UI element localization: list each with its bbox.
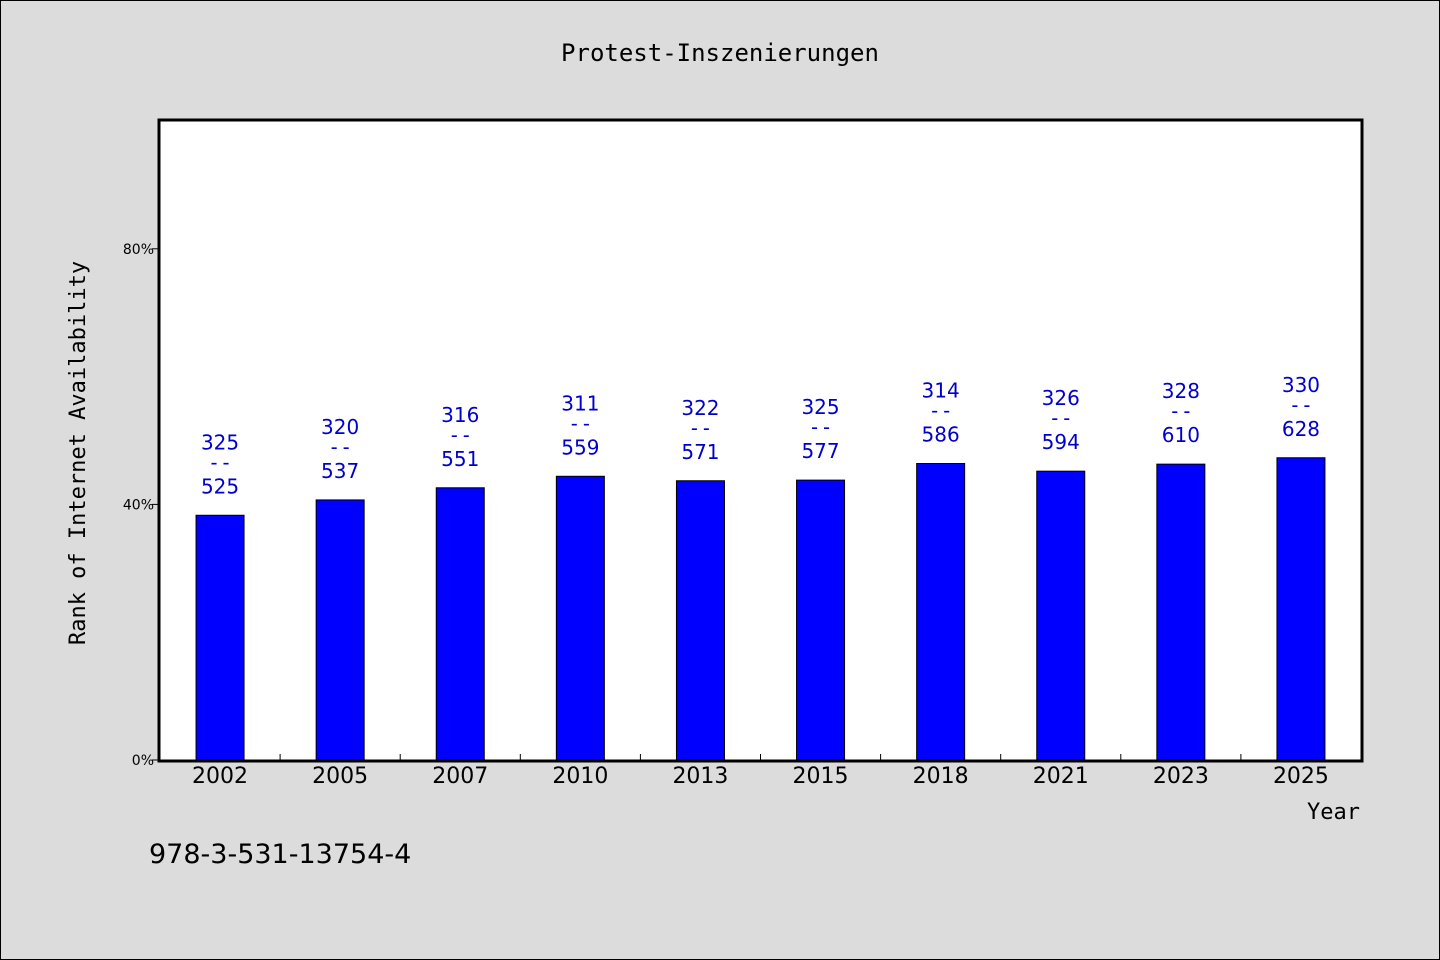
- y-tick-label: 80%: [123, 242, 154, 258]
- y-tick-label: 0%: [132, 753, 154, 769]
- bar-label-separator: --: [1289, 393, 1313, 417]
- bar-label-separator: --: [929, 399, 953, 423]
- x-tick-label: 2013: [672, 764, 728, 789]
- bar-label-separator: --: [688, 416, 712, 440]
- x-axis-label: Year: [1307, 800, 1360, 825]
- x-tick-label: 2025: [1273, 764, 1329, 789]
- x-tick-label: 2005: [312, 764, 368, 789]
- bar-label-bottom: 594: [1042, 430, 1080, 454]
- bar: [1156, 463, 1206, 761]
- bar-label-separator: --: [1169, 399, 1193, 423]
- x-tick-label: 2018: [913, 764, 969, 789]
- y-axis-ticks: 0% 40% 80%: [123, 242, 160, 769]
- y-axis-label: Rank of Internet Availability: [66, 261, 91, 645]
- x-axis-ticks: 2002 2005 2007 2010 2013 2015 2018 2021 2023 2025: [192, 754, 1329, 789]
- bar-label-bottom: 571: [681, 440, 719, 464]
- bar-label-separator: --: [208, 450, 232, 474]
- bar-label-top: 320: [321, 415, 359, 439]
- bar-label-bottom: 559: [561, 435, 599, 459]
- bar-label-separator: --: [1049, 406, 1073, 430]
- bar: [675, 480, 725, 761]
- x-tick-label: 2007: [432, 764, 488, 789]
- bar-label-bottom: 551: [441, 447, 479, 471]
- x-tick-label: 2015: [793, 764, 849, 789]
- x-tick-label: 2010: [552, 764, 608, 789]
- bar-label-separator: --: [448, 423, 472, 447]
- bar: [1276, 457, 1326, 761]
- bar-label-top: 330: [1282, 373, 1320, 397]
- y-tick-label: 40%: [123, 497, 154, 513]
- bar-label-top: 314: [922, 379, 960, 403]
- bar-label-top: 325: [201, 430, 239, 454]
- bar-label-bottom: 586: [922, 423, 960, 447]
- bar: [315, 499, 365, 761]
- bar: [195, 514, 245, 761]
- bar-label-separator: --: [328, 435, 352, 459]
- bar-label-bottom: 577: [801, 439, 839, 463]
- bar-label-bottom: 610: [1162, 423, 1200, 447]
- bar-label-top: 325: [801, 395, 839, 419]
- x-tick-label: 2021: [1033, 764, 1089, 789]
- bar-label-top: 322: [681, 396, 719, 420]
- bar-label-bottom: 525: [201, 474, 239, 498]
- bar-label-separator: --: [809, 415, 833, 439]
- data-labels: 325--525320--537316--551311--559322--571…: [201, 373, 1320, 499]
- bar-label-bottom: 537: [321, 459, 359, 483]
- bar-label-top: 311: [561, 391, 599, 415]
- bar-label-top: 326: [1042, 386, 1080, 410]
- bar-label-separator: --: [568, 411, 592, 435]
- bar: [1036, 470, 1086, 761]
- bar: [555, 475, 605, 761]
- bars-layer: [195, 457, 1326, 761]
- bar-label-top: 328: [1162, 379, 1200, 403]
- bar: [435, 487, 485, 761]
- isbn-footnote: 978-3-531-13754-4: [149, 839, 411, 870]
- bar: [916, 463, 966, 761]
- bar-label-top: 316: [441, 403, 479, 427]
- x-tick-label: 2002: [192, 764, 248, 789]
- bar-label-bottom: 628: [1282, 417, 1320, 441]
- chart-title: Protest-Inszenierungen: [561, 39, 879, 67]
- bar: [796, 479, 846, 761]
- x-tick-label: 2023: [1153, 764, 1209, 789]
